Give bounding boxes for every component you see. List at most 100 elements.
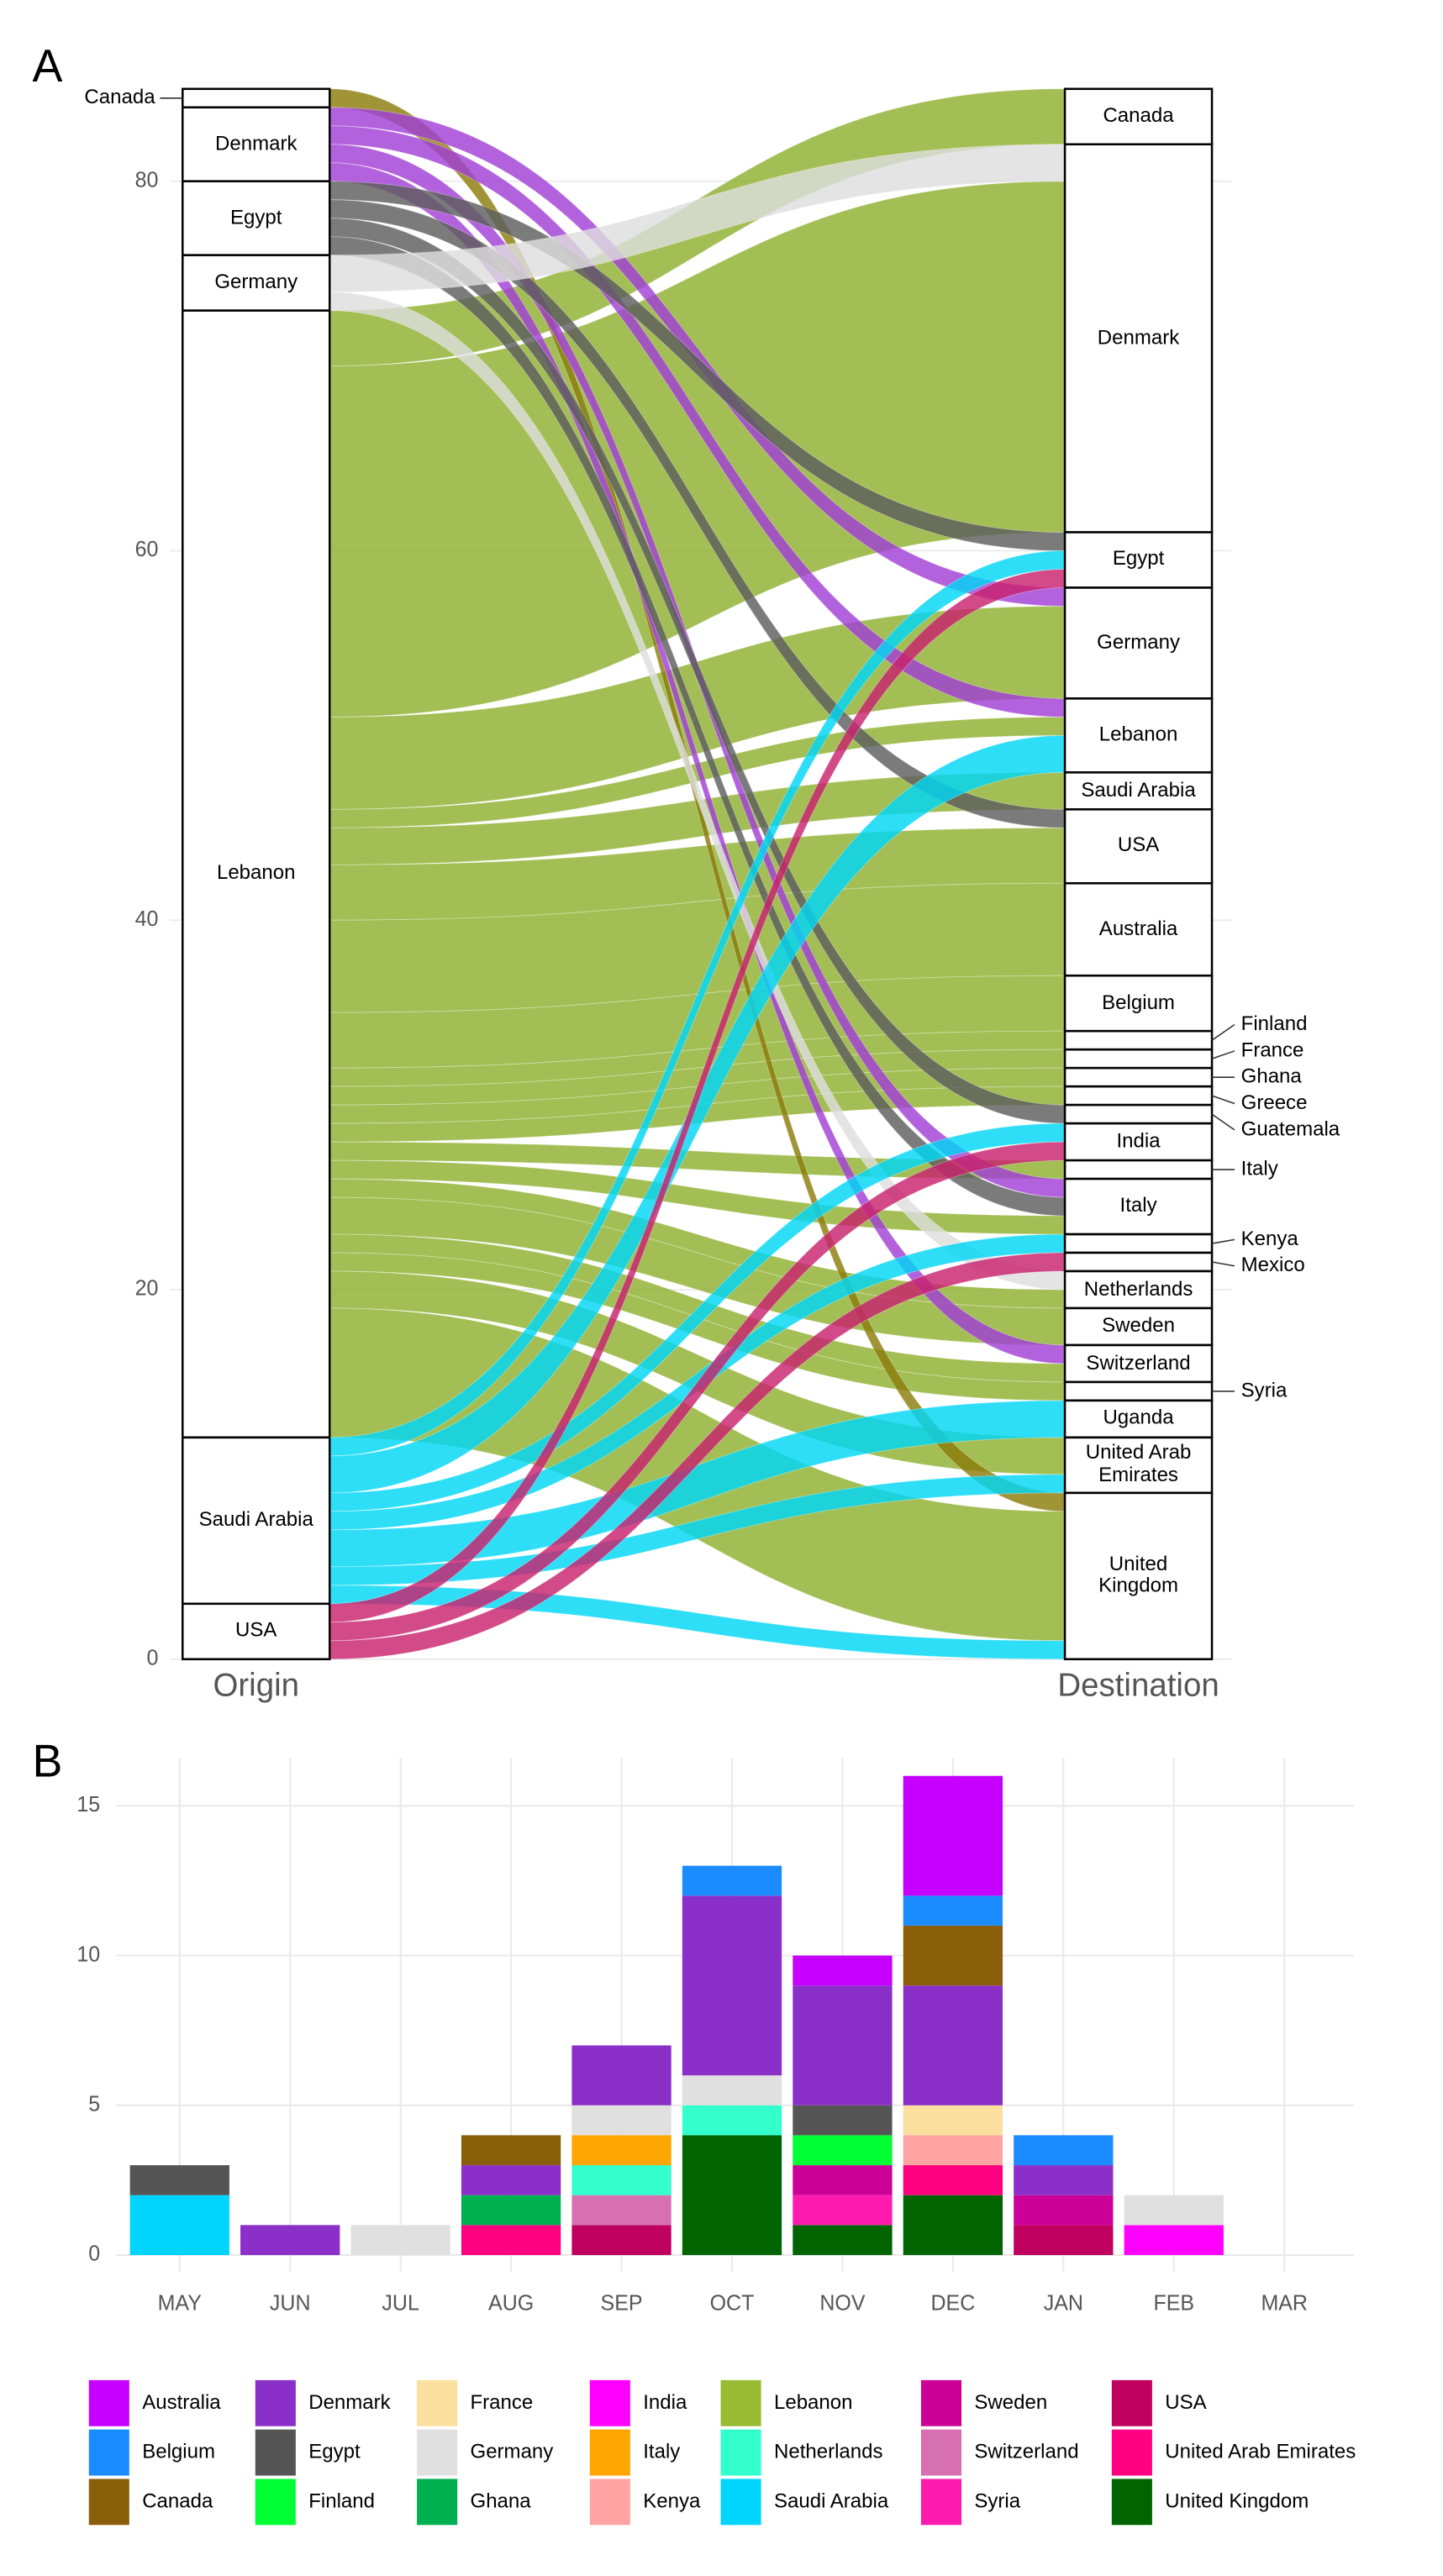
stratum bbox=[1063, 1380, 1214, 1402]
stratum-label: Italy bbox=[1119, 1193, 1157, 1217]
x-tick-label: JUL bbox=[382, 2291, 419, 2315]
y-tick-label: 0 bbox=[147, 1646, 159, 1669]
stratum-label-box: Netherlands bbox=[1084, 1277, 1193, 1300]
stratum-label: Australia bbox=[1098, 916, 1178, 940]
callout-label: Kenya bbox=[1241, 1228, 1299, 1250]
legend-label: Australia bbox=[142, 2391, 221, 2414]
stratum-label: United Arab Emirates bbox=[1085, 1440, 1192, 1487]
stratum-label-box: Belgium bbox=[1102, 991, 1175, 1013]
stratum-label-box: Germany bbox=[214, 270, 298, 293]
bar-segment bbox=[461, 2195, 561, 2226]
bar-segment bbox=[903, 1985, 1003, 2105]
legend-swatch bbox=[88, 2479, 129, 2526]
bar-segment bbox=[682, 1865, 782, 1896]
stratum bbox=[1063, 1436, 1214, 1495]
stratum-label-box: Egypt bbox=[230, 206, 282, 229]
bar-segment bbox=[793, 2165, 893, 2195]
stratum-label-box: India bbox=[1116, 1128, 1161, 1153]
legend-swatch bbox=[920, 2479, 962, 2526]
y-tick-label: 60 bbox=[135, 538, 159, 561]
bar-segment bbox=[903, 1925, 1003, 1986]
stratum-label-box: Germany bbox=[1097, 630, 1180, 653]
legend-label: Switzerland bbox=[974, 2440, 1078, 2463]
legend-swatch bbox=[88, 2379, 129, 2426]
bar-segment bbox=[461, 2135, 561, 2166]
stratum bbox=[1063, 1399, 1214, 1439]
legend-swatch bbox=[720, 2429, 761, 2476]
stratum-label-box: Italy bbox=[1119, 1193, 1157, 1217]
callout-line bbox=[1211, 1095, 1235, 1105]
stratum-label: United Kingdom bbox=[1098, 1551, 1179, 1598]
bar-segment bbox=[682, 2075, 782, 2105]
stratum-label: Saudi Arabia bbox=[1081, 777, 1196, 802]
legend-swatch bbox=[920, 2379, 962, 2426]
x-tick-label: JAN bbox=[1044, 2291, 1083, 2315]
stratum-label-box: Sweden bbox=[1102, 1313, 1176, 1337]
bar-segment bbox=[1124, 2195, 1224, 2226]
x-tick-label: AUG bbox=[488, 2291, 534, 2315]
legend-swatch bbox=[920, 2429, 962, 2476]
callout-label: Finland bbox=[1241, 1012, 1308, 1035]
callout-line bbox=[1211, 1023, 1235, 1041]
stratum-label-box: Egypt bbox=[1113, 547, 1164, 570]
stratum bbox=[1063, 586, 1214, 700]
bar-segment bbox=[793, 2195, 893, 2226]
stratum-label: Sweden bbox=[1102, 1313, 1176, 1337]
stratum bbox=[182, 309, 331, 1439]
stratum-label: USA bbox=[1117, 833, 1160, 857]
stratum-label-box: Switzerland bbox=[1086, 1351, 1190, 1374]
legend-label: Belgium bbox=[142, 2440, 215, 2463]
bar-segment bbox=[1014, 2135, 1114, 2166]
legend-label: Saudi Arabia bbox=[774, 2489, 889, 2512]
bar-segment bbox=[793, 2225, 893, 2255]
stratum-label: Lebanon bbox=[216, 860, 296, 885]
bar-segment bbox=[461, 2225, 561, 2255]
legend-label: France bbox=[471, 2391, 534, 2414]
legend-label: Syria bbox=[974, 2489, 1020, 2512]
bar-segment bbox=[903, 2135, 1003, 2166]
bar-segment bbox=[793, 2105, 893, 2136]
stratum-label-box: Canada bbox=[1103, 104, 1173, 127]
callout-label: Canada bbox=[84, 86, 155, 108]
stratum-label-box: USA bbox=[235, 1619, 276, 1642]
bar-segment bbox=[682, 2105, 782, 2136]
stratum-label: Lebanon bbox=[1098, 722, 1178, 746]
legend-swatch bbox=[720, 2379, 761, 2426]
y-tick-label: 10 bbox=[76, 1943, 100, 1966]
legend-label: Canada bbox=[142, 2489, 213, 2512]
stratum-label: India bbox=[1116, 1128, 1161, 1153]
bar-segment bbox=[1014, 2195, 1114, 2226]
callout-label: Italy bbox=[1241, 1157, 1279, 1180]
legend-swatch bbox=[255, 2379, 296, 2426]
panel-label: B bbox=[32, 1735, 62, 1787]
legend-label: Kenya bbox=[643, 2489, 701, 2512]
axis-label: Origin bbox=[213, 1667, 299, 1703]
bar-segment bbox=[129, 2165, 229, 2195]
bar-segment bbox=[1014, 2225, 1114, 2255]
legend-swatch bbox=[1111, 2479, 1152, 2526]
callout-label: Syria bbox=[1241, 1379, 1288, 1401]
stratum bbox=[182, 87, 331, 109]
bar-segment bbox=[903, 2105, 1003, 2136]
stratum-label: Denmark bbox=[1097, 325, 1180, 349]
bar-segment bbox=[793, 1955, 893, 1986]
stratum bbox=[1063, 1085, 1214, 1107]
x-tick-label: MAR bbox=[1261, 2291, 1308, 2315]
bar-segment bbox=[1014, 2165, 1114, 2195]
bar-segment bbox=[571, 2225, 671, 2255]
legend-swatch bbox=[1111, 2379, 1152, 2426]
legend-swatch bbox=[720, 2479, 761, 2526]
stratum bbox=[1063, 531, 1214, 589]
legend-label: Denmark bbox=[308, 2391, 391, 2414]
legend-label: Egypt bbox=[308, 2440, 361, 2463]
stratum bbox=[182, 180, 331, 256]
legend-swatch bbox=[589, 2379, 630, 2426]
legend-label: Finland bbox=[308, 2489, 375, 2512]
stratum bbox=[1063, 1122, 1214, 1162]
stratum bbox=[182, 254, 331, 312]
stratum-label: Germany bbox=[214, 270, 298, 293]
bar-segment bbox=[129, 2195, 229, 2255]
legend-label: United Kingdom bbox=[1165, 2489, 1309, 2512]
callout-label: France bbox=[1241, 1038, 1304, 1061]
stratum bbox=[1063, 1103, 1214, 1125]
